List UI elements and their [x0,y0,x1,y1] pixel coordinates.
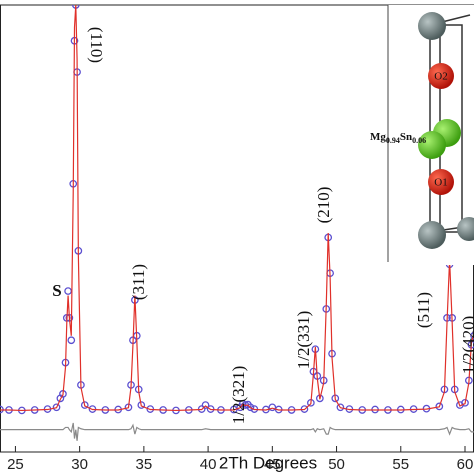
site-label: Mg0.94Sn0.06 [370,131,426,145]
difference-line [0,422,474,441]
peak-label: (210) [314,187,333,224]
calculated-line [0,5,474,412]
peak-label: (511) [414,292,433,328]
atom [428,63,454,89]
peak-label: (110) [87,27,106,63]
element: Mg [370,131,386,143]
data-point [52,403,61,412]
data-point [246,403,255,412]
x-tick-label: 50 [328,456,345,473]
atom [418,12,446,40]
x-tick-label: 25 [7,456,24,473]
atom-label: O2 [434,71,447,83]
data-point [461,398,469,407]
inset: O2 O1 Mg0.94Sn0.06 [370,5,474,265]
atom [428,169,454,195]
x-tick-label: 30 [71,456,88,473]
atom [418,221,446,249]
peak-label: S [52,281,61,300]
data-point [336,403,345,412]
plot-area [0,5,474,441]
data-point [80,401,89,409]
x-tick-label: 45 [264,456,281,473]
x-tick-label: 35 [136,456,153,473]
peak-label: 1/2(331) [294,311,313,370]
element: Sn [400,131,412,143]
annotations: (110) S (311) 1/2(321) 1/2(331) (210) (511) 1/2… [52,27,474,424]
subscript: 0.94 [386,136,400,145]
data-point [201,401,210,409]
data-point [268,403,277,412]
peak-label: 1/2(321) [229,366,248,425]
data-point [137,401,146,409]
subscript: 0.06 [412,136,426,145]
atom-label: O1 [434,177,447,189]
x-axis: 25 30 35 40 45 50 55 60 [7,446,473,473]
data-point [67,336,76,345]
atom [457,217,474,241]
x-tick-label: 40 [200,456,217,473]
data-point [435,402,444,411]
peak-label: (311) [129,264,148,300]
peak-label: 1/2(420) [459,316,474,375]
x-tick-label: 60 [457,456,474,473]
x-tick-label: 55 [392,456,409,473]
x-axis-label: 2Th Degrees [219,453,317,472]
atom [418,131,446,159]
data-point [64,287,72,295]
